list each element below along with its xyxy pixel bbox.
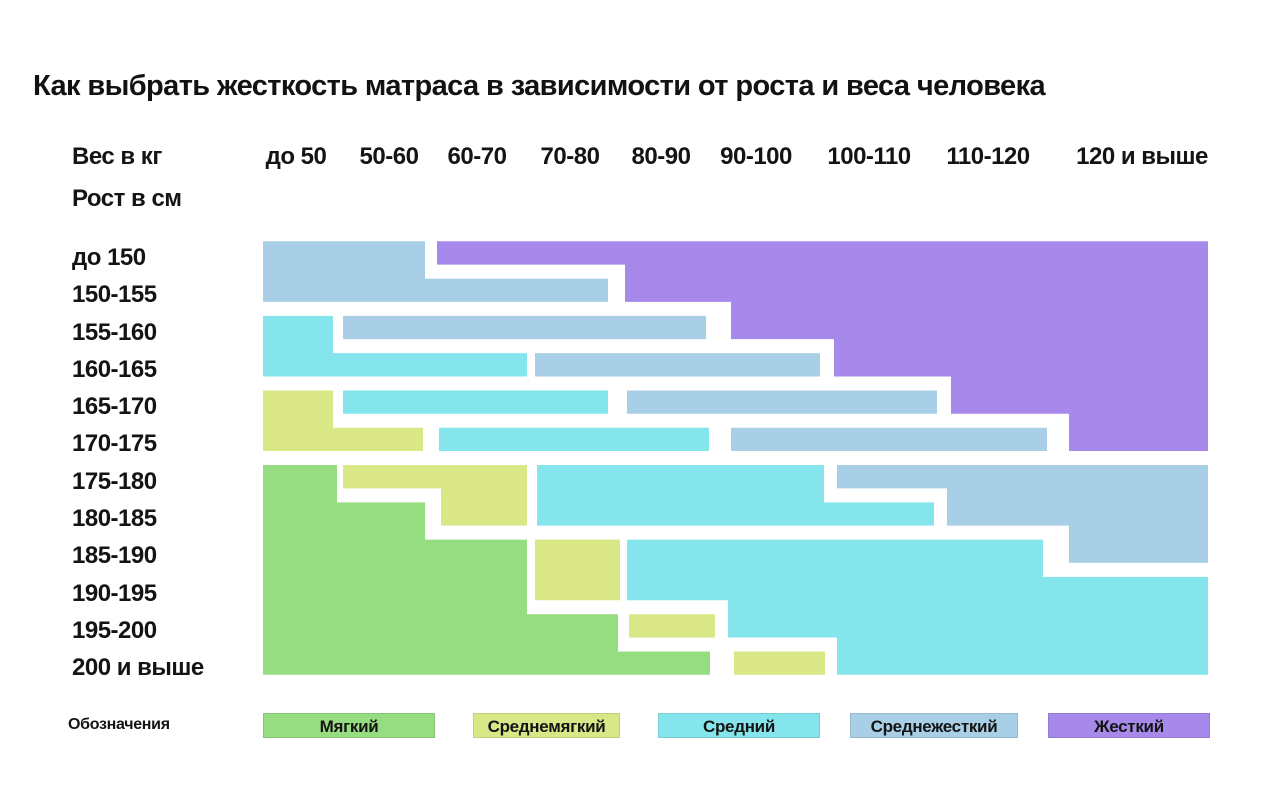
firmness-region-medium-hard [731, 427, 1047, 452]
height-label-6: 175-180 [72, 467, 157, 495]
height-label-1: 150-155 [72, 281, 157, 309]
legend-item-medium-hard: Среднежесткий [850, 713, 1018, 738]
firmness-region-medium-soft [629, 614, 715, 638]
legend-caption: Обозначения [68, 716, 170, 733]
firmness-region-medium-hard [535, 353, 820, 377]
legend-item-medium: Средний [658, 713, 820, 738]
firmness-region-medium [439, 427, 709, 452]
weight-axis-label: Вес в кг [72, 143, 162, 170]
firmness-region-medium-soft [343, 465, 527, 526]
height-label-7: 180-185 [72, 504, 157, 532]
weight-header-7: 110-120 [946, 143, 1030, 170]
firmness-region-medium-hard [627, 390, 937, 414]
height-label-3: 160-165 [72, 355, 157, 383]
height-label-9: 190-195 [72, 579, 157, 607]
firmness-region-medium-hard [837, 465, 1208, 563]
weight-header-5: 90-100 [720, 143, 792, 170]
firmness-region-medium [343, 390, 608, 414]
firmness-region-medium-soft [734, 651, 825, 675]
height-label-8: 185-190 [72, 542, 157, 570]
firmness-region-medium [263, 315, 527, 377]
weight-header-4: 80-90 [631, 143, 691, 170]
weight-header-3: 70-80 [540, 143, 600, 170]
weight-header-8: 120 и выше [1076, 143, 1208, 170]
legend-item-hard: Жесткий [1048, 713, 1210, 738]
height-axis-label: Рост в см [72, 185, 182, 212]
height-label-11: 200 и выше [72, 654, 204, 682]
weight-header-1: 50-60 [359, 143, 419, 170]
height-label-5: 170-175 [72, 430, 157, 458]
legend-item-soft: Мягкий [263, 713, 435, 738]
chart-title: Как выбрать жесткость матраса в зависимо… [33, 70, 1046, 102]
weight-header-2: 60-70 [447, 143, 507, 170]
firmness-region-medium [537, 465, 934, 526]
firmness-region-hard [437, 241, 1208, 452]
firmness-region-medium-soft [263, 390, 423, 452]
height-label-4: 165-170 [72, 393, 157, 421]
weight-header-6: 100-110 [827, 143, 911, 170]
height-label-2: 155-160 [72, 318, 157, 346]
firmness-region-medium-hard [343, 315, 706, 340]
firmness-region-soft [263, 465, 710, 675]
firmness-region-medium-soft [535, 539, 620, 601]
weight-header-0: до 50 [265, 143, 327, 170]
firmness-region-medium [627, 539, 1208, 675]
firmness-region-medium-hard [263, 241, 608, 302]
legend-item-medium-soft: Среднемягкий [473, 713, 620, 738]
height-label-10: 195-200 [72, 616, 157, 644]
height-label-0: до 150 [72, 243, 146, 271]
